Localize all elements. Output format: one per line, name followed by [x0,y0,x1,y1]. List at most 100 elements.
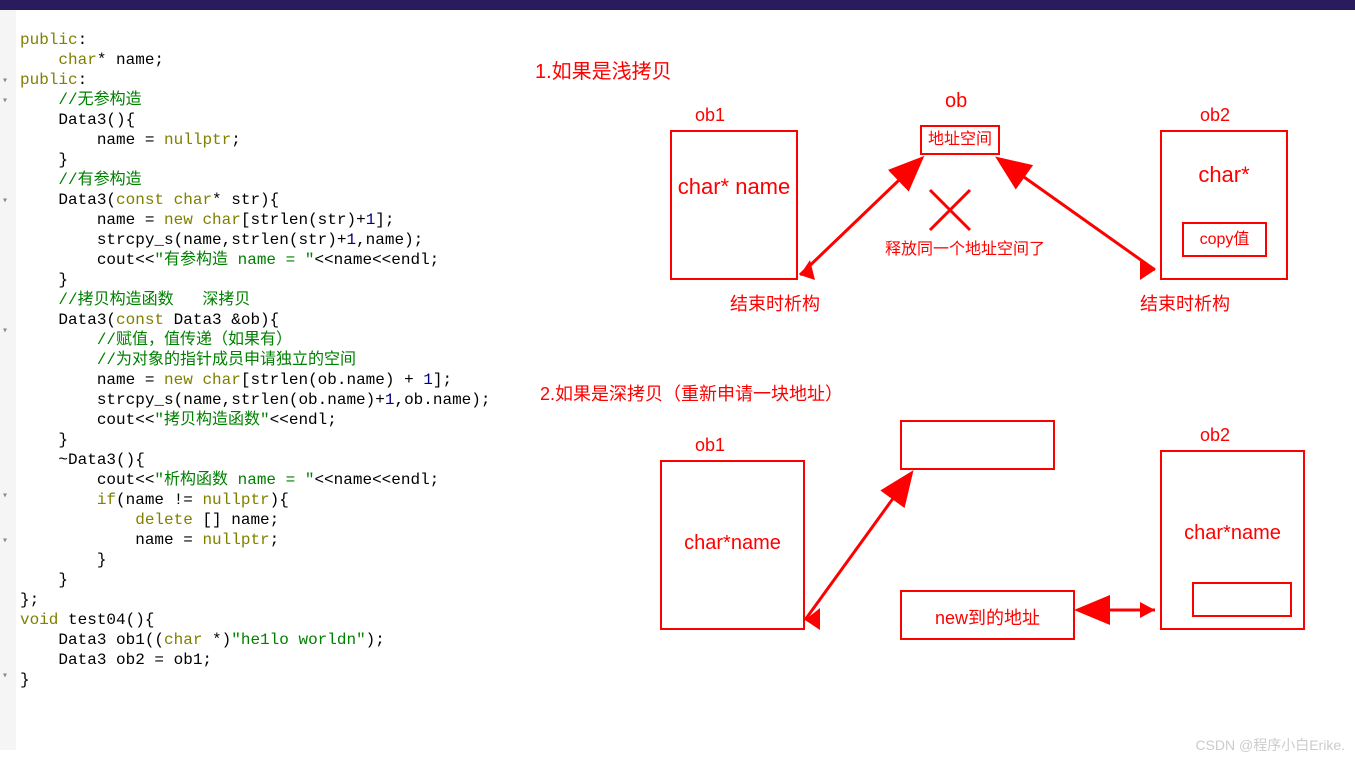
code-token: *) [202,631,231,649]
ob2-label: ob2 [1200,105,1230,126]
code-token: strcpy_s(name,strlen(ob.name)+ [97,391,385,409]
destruct-label: 结束时析构 [730,290,820,316]
code-token [193,211,203,229]
code-token: "析构函数 name = " [154,471,314,489]
code-token: Data3 ob1(( [58,631,164,649]
code-token: 1 [366,211,376,229]
release-text: 释放同一个地址空间了 [885,235,1045,259]
code-token: ,ob.name); [394,391,490,409]
code-token: ]; [375,211,394,229]
code-line: } [58,431,68,449]
code-token: test04(){ [58,611,154,629]
code-token: char [202,371,240,389]
code-comment: //为对象的指针成员申请独立的空间 [97,351,356,369]
watermark: CSDN @程序小白Erike. [1195,735,1345,755]
code-token: nullptr [202,491,269,509]
code-token: cout<< [97,411,155,429]
code-token: [strlen(ob.name) + [241,371,423,389]
code-token: ; [270,531,280,549]
inner-box [1192,582,1292,617]
code-line: } [58,271,68,289]
code-token: [] name; [193,511,279,529]
code-comment: //无参构造 [58,91,141,109]
diagram-area: 1.如果是浅拷贝 ob1 char* name 结束时析构 ob 地址空间 释放… [500,10,1355,759]
code-token: * name; [97,51,164,69]
code-token: char [164,631,202,649]
code-token: 1 [423,371,433,389]
code-line: public [20,31,78,49]
code-comment: //拷贝构造函数 深拷贝 [58,291,250,309]
code-line: Data3 ob2 = ob1; [58,651,212,669]
ob2-label: ob2 [1200,425,1230,446]
code-token: delete [135,511,193,529]
code-token: "he1lo worldn" [231,631,365,649]
code-line: ~Data3(){ [58,451,144,469]
code-token: cout<< [97,251,155,269]
code-line: Data3(){ [58,111,135,129]
code-token: (name != [116,491,202,509]
code-token: ]; [433,371,452,389]
code-token: cout<< [97,471,155,489]
code-token: ){ [270,491,289,509]
code-line: } [58,151,68,169]
code-comment: //赋值，值传递（如果有） [97,331,292,349]
code-token: name = [97,371,164,389]
code-comment: //有参构造 [58,171,141,189]
ob1-deep-box: char*name [660,460,805,630]
code-token: ; [231,131,241,149]
new-addr-box: new到的地址 [900,590,1075,640]
code-token: char [58,51,96,69]
empty-addr-box [900,420,1055,470]
ob1-box: char* name [670,130,798,280]
title-bar [0,0,1355,10]
code-token: name = [97,211,164,229]
code-line: } [20,671,30,689]
ob2-deep-box: char*name [1160,450,1305,630]
code-token: Data3 &ob){ [164,311,279,329]
addr-space-box: 地址空间 [920,125,1000,155]
code-token: nullptr [164,131,231,149]
ob2-box: char* copy值 [1160,130,1288,280]
code-token: ,name); [356,231,423,249]
code-token: const [116,311,164,329]
code-token: name = [135,531,202,549]
code-token: char [174,191,212,209]
ob1-label: ob1 [695,435,725,456]
ob1-label: ob1 [695,105,725,126]
code-token: "有参构造 name = " [154,251,314,269]
code-token: const [116,191,164,209]
code-token [193,371,203,389]
code-token: nullptr [202,531,269,549]
code-line: }; [20,591,39,609]
code-token: char [202,211,240,229]
destruct-label: 结束时析构 [1140,290,1230,316]
code-line: public [20,71,78,89]
char-name-text: char* name [672,172,796,202]
code-token: <<name<<endl; [314,251,439,269]
diagram-title: 1.如果是浅拷贝 [535,55,672,84]
new-addr-text: new到的地址 [902,604,1073,630]
code-token: [strlen(str)+ [241,211,366,229]
code-token: strcpy_s(name,strlen(str)+ [97,231,347,249]
code-token: ); [366,631,385,649]
code-token: void [20,611,58,629]
diagram-title2: 2.如果是深拷贝（重新申请一块地址） [540,380,843,406]
code-editor[interactable]: public: char* name; public: //无参构造 Data3… [0,10,500,690]
char-name-text: char*name [662,532,803,555]
code-token: name = [97,131,164,149]
char-name-text: char*name [1162,522,1303,545]
code-token: * str){ [212,191,279,209]
code-token: <<endl; [270,411,337,429]
code-line: } [97,551,107,569]
char-text: char* [1162,162,1286,188]
code-token: new [164,211,193,229]
code-token: <<name<<endl; [314,471,439,489]
code-token: 1 [346,231,356,249]
code-token [164,191,174,209]
code-token: new [164,371,193,389]
ob-label: ob [945,90,967,113]
copy-val-box: copy值 [1182,222,1267,257]
code-line: } [58,571,68,589]
code-token: Data3( [58,191,116,209]
code-token: if [97,491,116,509]
